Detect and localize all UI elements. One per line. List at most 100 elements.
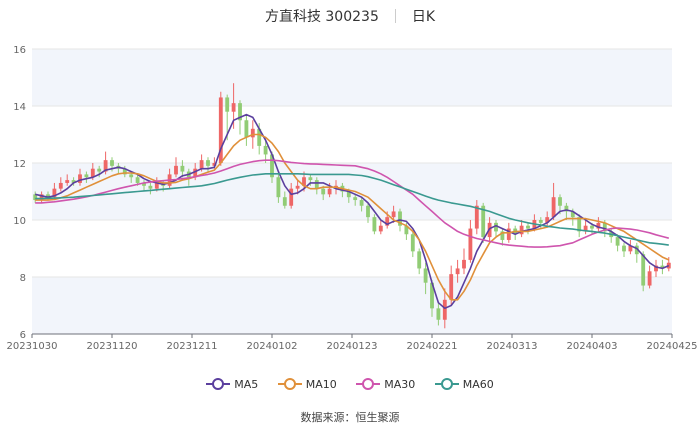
- chart-title-bar: 方直科技 300235 日K: [0, 6, 700, 26]
- candle-body: [666, 262, 671, 269]
- y-tick-label: 10: [13, 216, 26, 227]
- candle-body: [660, 265, 665, 269]
- candle-body: [257, 128, 262, 146]
- x-tick-label: 20231030: [7, 341, 58, 352]
- legend-item-ma5[interactable]: MA5: [206, 377, 258, 391]
- legend-marker-ma30: [356, 377, 381, 391]
- candle-body: [193, 168, 198, 178]
- candle-body: [634, 245, 639, 255]
- candle-body: [122, 168, 127, 175]
- candle-body: [129, 174, 134, 178]
- x-tick-label: 20240102: [247, 341, 298, 352]
- candle-body: [244, 120, 249, 138]
- candle-body: [142, 182, 146, 186]
- candle-body: [398, 211, 402, 226]
- data-source: 数据来源：恒生聚源: [300, 411, 400, 424]
- candle-body: [462, 259, 466, 269]
- x-tick-label: 20240403: [567, 341, 618, 352]
- candle-body: [417, 251, 422, 269]
- chart-title: 方直科技 300235: [264, 9, 379, 25]
- candle-body: [474, 205, 479, 229]
- candle-body: [372, 217, 377, 232]
- candle-body: [295, 185, 300, 189]
- candle-body: [647, 271, 652, 286]
- legend-item-ma30[interactable]: MA30: [356, 377, 415, 391]
- legend-label-ma10: MA10: [305, 377, 337, 391]
- y-tick-label: 12: [13, 159, 26, 170]
- candle-body: [218, 97, 223, 163]
- candle-body: [238, 103, 242, 121]
- title-divider: [394, 9, 396, 23]
- candle-body: [250, 128, 255, 138]
- chart-period: 日K: [411, 9, 436, 25]
- candle-body: [494, 222, 498, 232]
- candle-body: [545, 217, 550, 223]
- candle-body: [180, 165, 185, 172]
- candle-body: [327, 188, 332, 195]
- candle-body: [641, 254, 646, 286]
- candle-body: [366, 205, 370, 218]
- candle-body: [468, 228, 473, 260]
- candle-body: [321, 188, 326, 195]
- candle-body: [430, 282, 434, 309]
- candle-body: [570, 211, 575, 218]
- candle-body: [481, 205, 486, 238]
- candle-body: [615, 237, 620, 246]
- x-tick-label: 20240123: [327, 341, 378, 352]
- legend-item-ma10[interactable]: MA10: [277, 377, 337, 391]
- candle-body: [577, 217, 582, 232]
- y-tick-label: 16: [13, 45, 26, 56]
- candle-body: [154, 182, 159, 189]
- legend-label-ma5: MA5: [234, 377, 259, 391]
- candle-body: [110, 160, 114, 166]
- candle-body: [391, 211, 396, 218]
- legend-marker-ma5: [206, 377, 231, 391]
- candle-body: [628, 245, 633, 252]
- candle-body: [622, 245, 626, 252]
- candle-body: [410, 234, 415, 252]
- chart-legend: MA5 MA10 MA30 MA60: [0, 377, 700, 394]
- candle-body: [602, 222, 607, 232]
- candle-body: [84, 174, 89, 178]
- candle-body: [97, 168, 102, 172]
- candle-body: [103, 160, 108, 172]
- candle-body: [225, 97, 230, 112]
- candle-body: [378, 225, 383, 232]
- candle-body: [302, 177, 306, 186]
- candle-body: [353, 197, 358, 201]
- y-tick-label: 6: [20, 330, 26, 341]
- candle-body: [404, 225, 409, 235]
- legend-marker-ma60: [434, 377, 459, 391]
- candle-body: [199, 160, 204, 169]
- candle-body: [33, 194, 38, 201]
- candle-body: [596, 222, 601, 229]
- series-line-ma10: [35, 133, 670, 301]
- candle-body: [206, 160, 210, 166]
- candle-body: [359, 200, 364, 206]
- legend-label-ma30: MA30: [384, 377, 416, 391]
- candle-body: [231, 103, 236, 112]
- series-line-ma30: [35, 159, 670, 248]
- candle-body: [135, 177, 140, 183]
- series-line-ma5: [35, 113, 670, 310]
- candle-body: [442, 299, 447, 320]
- candle-body: [551, 197, 556, 218]
- candle-body: [78, 174, 82, 183]
- grid-band: [32, 49, 672, 106]
- candle-body: [289, 188, 294, 206]
- candle-body: [270, 154, 274, 178]
- candle-body: [519, 225, 524, 235]
- candle-body: [526, 225, 530, 229]
- candle-body: [590, 225, 594, 229]
- candle-body: [385, 217, 390, 226]
- candle-body: [506, 228, 511, 240]
- candle-body: [500, 231, 505, 240]
- x-tick-label: 20240425: [647, 341, 698, 352]
- candle-body: [282, 197, 287, 206]
- grid-band: [32, 277, 672, 334]
- x-tick-label: 20231211: [167, 341, 218, 352]
- legend-item-ma60[interactable]: MA60: [434, 377, 494, 391]
- candle-body: [558, 197, 562, 206]
- x-tick-label: 20240313: [487, 341, 538, 352]
